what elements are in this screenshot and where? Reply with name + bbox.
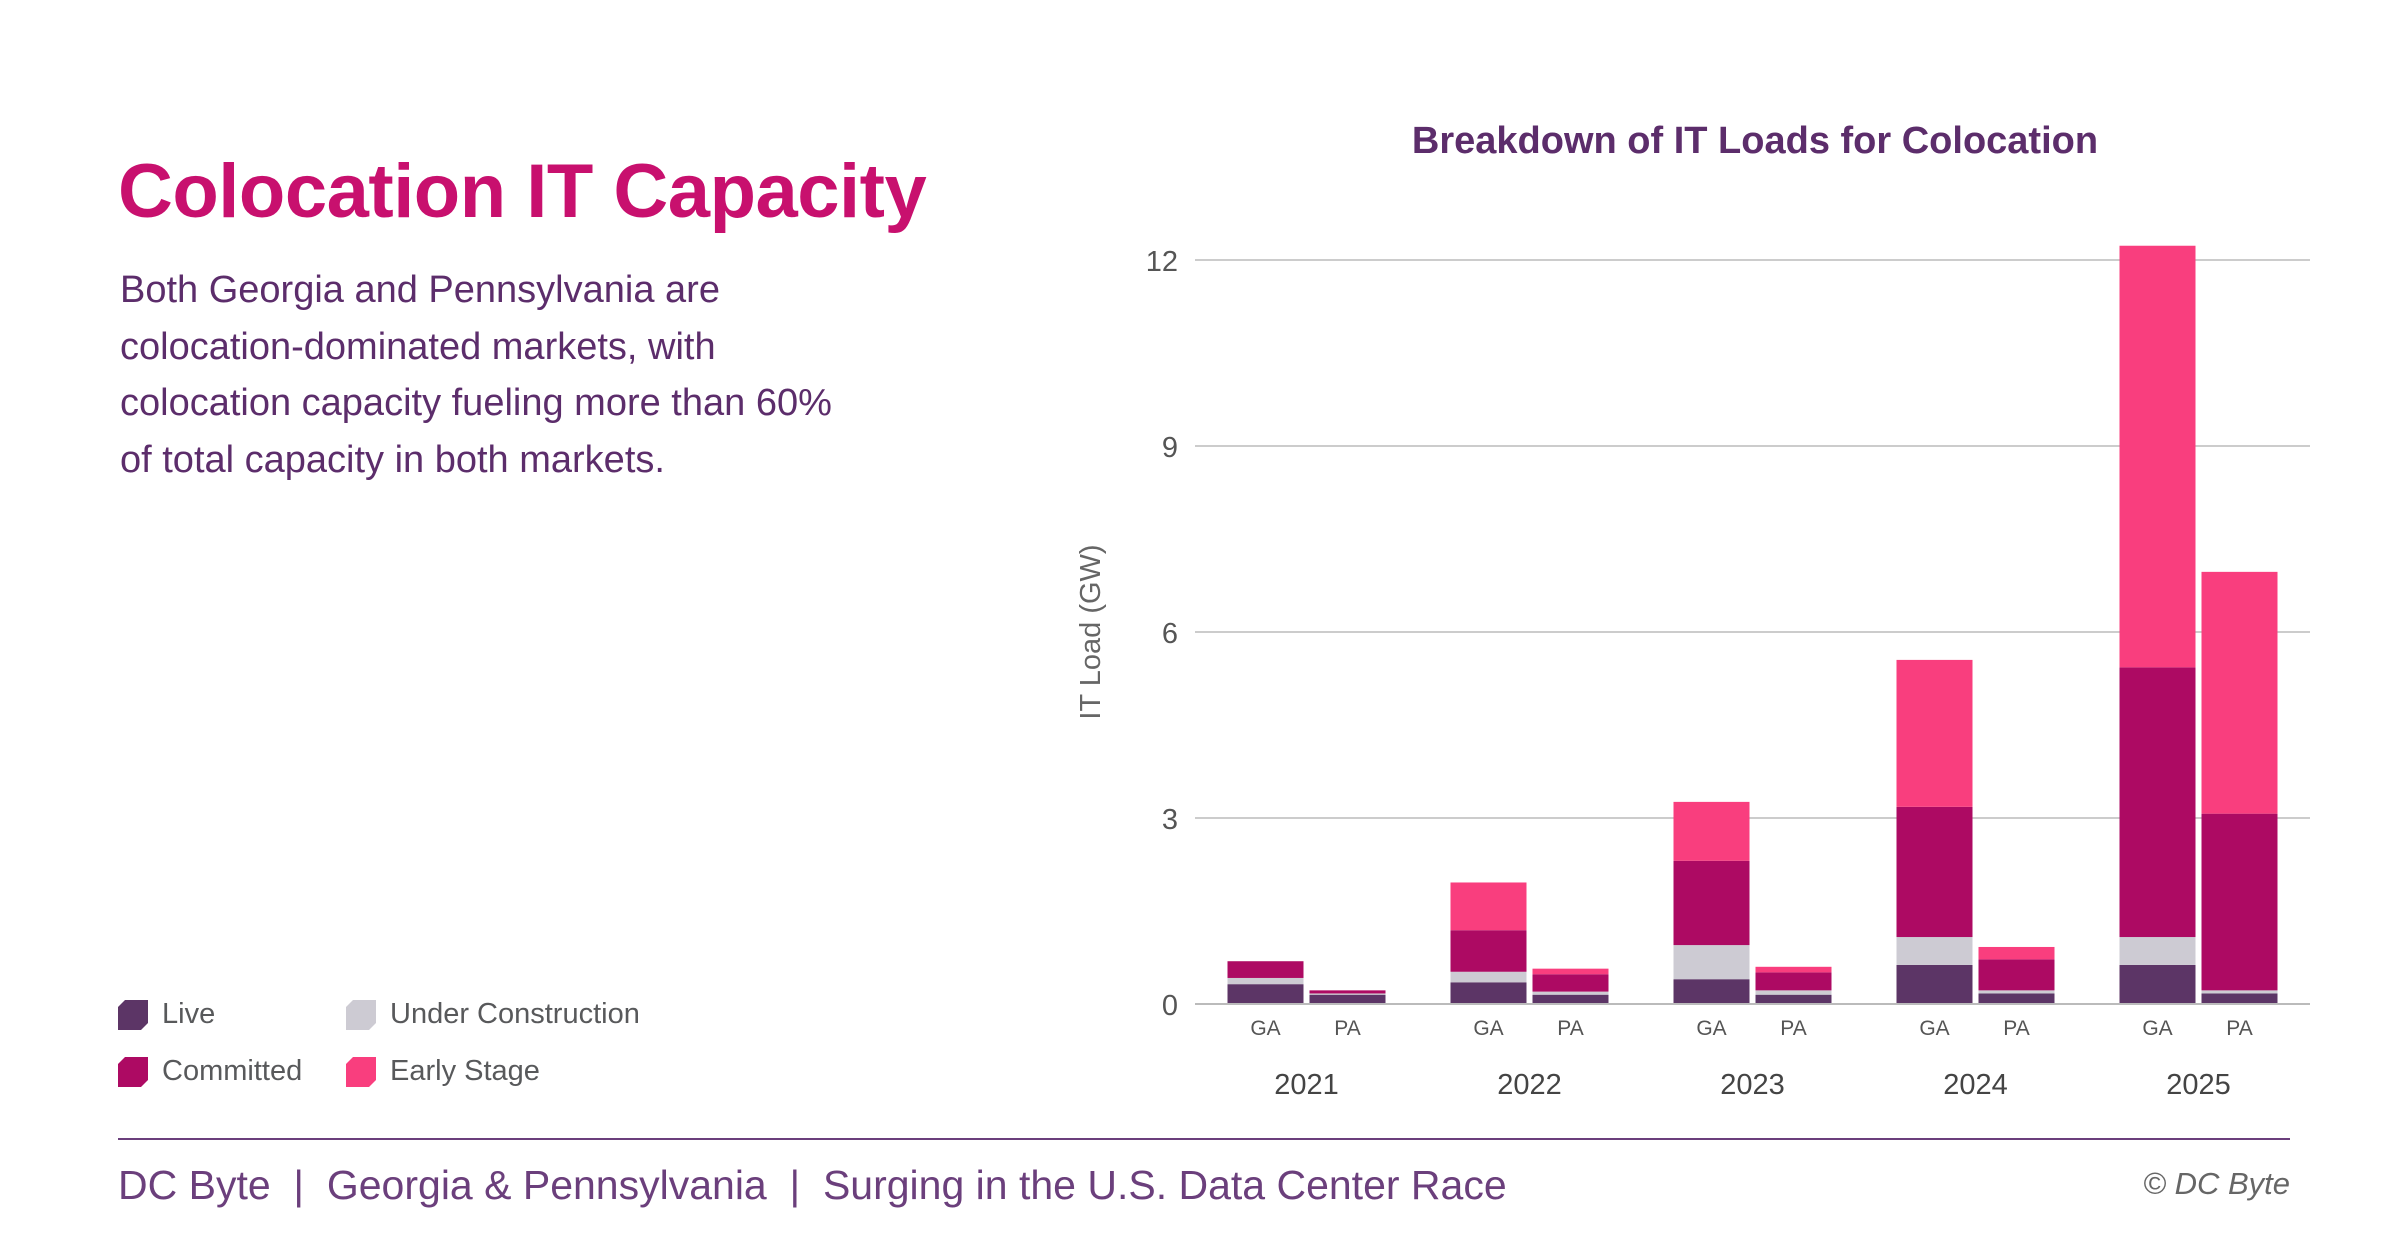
bar-segment-under-construction	[2119, 937, 2196, 965]
y-tick-label: 3	[1162, 804, 1178, 836]
year-label: 2025	[2166, 1069, 2231, 1101]
colocation-chart: Breakdown of IT Loads for Colocation 0 3 6 9…	[1060, 100, 2320, 1110]
bar-segment-live	[1978, 993, 2055, 1004]
bar-segment-live	[1673, 979, 1750, 1004]
bar-segment-committed	[1896, 806, 1973, 938]
bar-segment-under-construction	[1673, 945, 1750, 980]
bar-segment-under-construction	[1755, 990, 1832, 995]
market-label: GA	[1473, 1017, 1503, 1040]
bar-segment-live	[2119, 964, 2196, 1004]
bar-segment-early-stage	[1978, 946, 2055, 960]
market-label: PA	[1334, 1017, 1360, 1040]
bar-segment-committed	[1309, 990, 1386, 994]
live-swatch-icon	[118, 999, 148, 1030]
chart-title: Breakdown of IT Loads for Colocation	[1412, 120, 2098, 162]
bar-segment-committed	[1227, 961, 1304, 978]
market-label: PA	[1557, 1017, 1583, 1040]
legend-label-early-stage: Early Stage	[390, 1055, 540, 1087]
y-axis-label: IT Load (GW)	[1075, 544, 1107, 719]
footer-divider	[118, 1138, 2290, 1140]
legend-label-live: Live	[162, 998, 216, 1030]
bar-segment-live	[1450, 982, 1527, 1004]
bar-segment-live	[2201, 993, 2278, 1004]
bar-segment-early-stage	[1450, 882, 1527, 931]
committed-swatch-icon	[118, 1056, 148, 1087]
y-tick-label: 9	[1162, 432, 1178, 464]
legend-label-under-construction: Under Construction	[390, 998, 640, 1030]
bar-segment-early-stage	[1673, 801, 1750, 861]
bar-segment-under-construction	[1227, 977, 1304, 985]
under-construction-swatch-shape	[346, 999, 376, 1030]
bar-segment-live	[1532, 994, 1609, 1004]
early-stage-swatch-icon	[346, 1056, 376, 1087]
bar-segment-early-stage	[1896, 659, 1973, 807]
legend-item-committed: Committed	[118, 1055, 346, 1088]
bar-segment-early-stage	[2201, 571, 2278, 814]
live-swatch-shape	[118, 999, 148, 1030]
y-tick-label: 12	[1146, 246, 1178, 278]
market-label: PA	[2003, 1017, 2029, 1040]
year-label: 2022	[1497, 1069, 1562, 1101]
market-label: PA	[1780, 1017, 1806, 1040]
bar-segment-committed	[1673, 860, 1750, 946]
legend-item-early-stage: Early Stage	[346, 1055, 646, 1088]
bar-segment-live	[1309, 994, 1386, 1004]
page-description: Both Georgia and Pennsylvania are coloca…	[120, 269, 832, 481]
footer-text: DC Byte | Georgia & Pennsylvania | Surgi…	[118, 1162, 1507, 1208]
bar-segment-early-stage	[1755, 966, 1832, 973]
bar-segment-under-construction	[1309, 993, 1386, 995]
year-label: 2021	[1274, 1069, 1339, 1101]
legend-label-committed: Committed	[162, 1055, 303, 1087]
market-label: GA	[1250, 1017, 1280, 1040]
bar-segment-under-construction	[2201, 990, 2278, 994]
bar-segment-live	[1755, 994, 1832, 1004]
bar-segment-committed	[2119, 667, 2196, 938]
under-construction-swatch-icon	[346, 999, 376, 1030]
bar-segment-early-stage	[1532, 968, 1609, 975]
copyright: © DC Byte	[2143, 1166, 2290, 1201]
market-label: GA	[1919, 1017, 1949, 1040]
bar-segment-under-construction	[1532, 991, 1609, 995]
bar-segment-committed	[1978, 959, 2055, 991]
bar-segment-committed	[1755, 972, 1832, 991]
market-label: PA	[2226, 1017, 2252, 1040]
bar-segment-under-construction	[1450, 971, 1527, 983]
early-stage-swatch-shape	[346, 1056, 376, 1087]
bar-segment-committed	[1450, 930, 1527, 972]
bar-segment-under-construction	[1978, 990, 2055, 994]
chart-svg: Breakdown of IT Loads for Colocation 0 3 6 9…	[1075, 120, 2310, 1101]
y-tick-label: 6	[1162, 618, 1178, 650]
bar-segment-committed	[2201, 813, 2278, 991]
bar-segment-under-construction	[1896, 937, 1973, 965]
bar-segment-committed	[1532, 974, 1609, 992]
bar-segment-early-stage	[2119, 245, 2196, 668]
y-tick-label: 0	[1162, 990, 1178, 1022]
year-label: 2023	[1720, 1069, 1785, 1101]
legend-item-under-construction: Under Construction	[346, 998, 646, 1031]
legend-item-live: Live	[118, 998, 346, 1031]
year-label: 2024	[1943, 1069, 2008, 1101]
committed-swatch-shape	[118, 1056, 148, 1087]
market-label: GA	[1696, 1017, 1726, 1040]
page-title: Colocation IT Capacity	[118, 149, 927, 234]
market-label: GA	[2142, 1017, 2172, 1040]
bar-segment-live	[1227, 984, 1304, 1004]
bar-segment-live	[1896, 964, 1973, 1004]
chart-legend: Live Under Construction Committed Early …	[118, 998, 678, 1088]
